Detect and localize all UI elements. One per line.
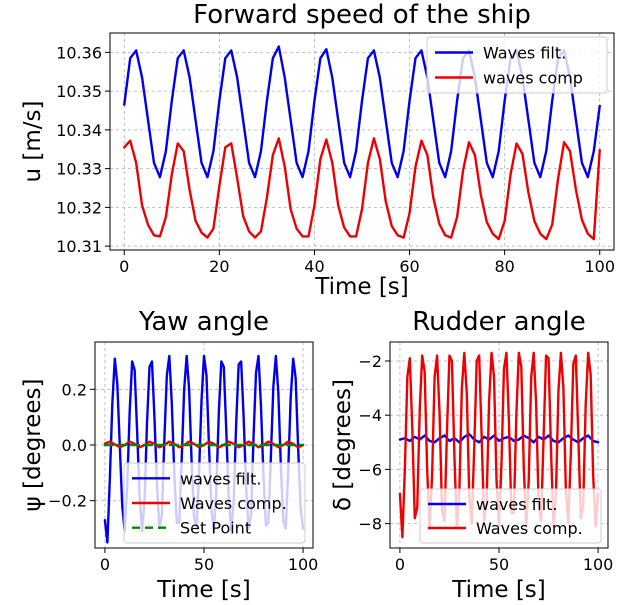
chart-title: Rudder angle (412, 307, 585, 337)
y-axis-label: δ [degrees] (330, 379, 356, 511)
y-tick-label: 10.36 (56, 43, 102, 62)
legend-label-0: waves filt. (180, 469, 262, 488)
legend-label-1: Waves comp. (476, 519, 583, 538)
x-tick-label: 80 (494, 257, 514, 276)
legend-label-1: waves comp (483, 69, 583, 88)
x-tick-label: 100 (584, 257, 615, 276)
x-tick-label: 0 (395, 555, 405, 574)
x-tick-label: 20 (209, 257, 229, 276)
x-tick-label: 0 (119, 257, 129, 276)
y-tick-label: −2 (358, 352, 382, 371)
y-tick-label: 10.33 (56, 160, 102, 179)
chart-title: Yaw angle (138, 307, 269, 337)
y-tick-label: −0.2 (48, 492, 87, 511)
y-tick-label: 10.34 (56, 121, 102, 140)
legend-label-0: waves filt. (476, 495, 558, 514)
legend-label-1: Waves comp. (180, 494, 287, 513)
x-axis-label: Time [s] (156, 577, 251, 603)
chart-rudder: 0 50 100 −8 −6 −4 −2 Rudder angle Time [s] δ [deg… (330, 307, 613, 603)
y-tick-label: −8 (358, 515, 382, 534)
y-axis-label: ψ [degrees] (20, 378, 46, 511)
x-tick-label: 0 (100, 555, 110, 574)
y-tick-label: −6 (358, 460, 382, 479)
y-tick-label: 0.2 (62, 380, 87, 399)
chart-speed: 0 20 40 60 80 10010.3110.3210.3310.3410.3510.… (20, 0, 615, 300)
chart-title: Forward speed of the ship (193, 0, 531, 30)
y-tick-label: 0.0 (62, 436, 87, 455)
legend: Waves filt. waves comp (427, 37, 607, 93)
y-tick-label: 10.32 (56, 198, 102, 217)
y-axis-label: u [m/s] (20, 101, 46, 183)
y-tick-label: 10.35 (56, 82, 102, 101)
x-axis-label: Time [s] (451, 577, 546, 603)
legend: waves filt. Waves comp. (420, 489, 601, 543)
x-tick-label: 50 (194, 555, 214, 574)
chart-yaw: 0 50 100 −0.2 0.0 0.2 Yaw angle Time [s] ψ [degr… (20, 307, 318, 603)
x-tick-label: 100 (288, 555, 319, 574)
x-tick-label: 100 (583, 555, 614, 574)
legend-label-2: Set Point (180, 519, 251, 538)
x-axis-label: Time [s] (314, 274, 409, 300)
x-tick-label: 50 (489, 555, 509, 574)
series-line-1 (124, 138, 599, 239)
y-tick-label: 10.31 (56, 237, 102, 256)
legend-label-0: Waves filt. (483, 44, 566, 63)
legend: waves filt. Waves comp. Set Point (124, 463, 305, 543)
y-tick-label: −4 (358, 406, 382, 425)
